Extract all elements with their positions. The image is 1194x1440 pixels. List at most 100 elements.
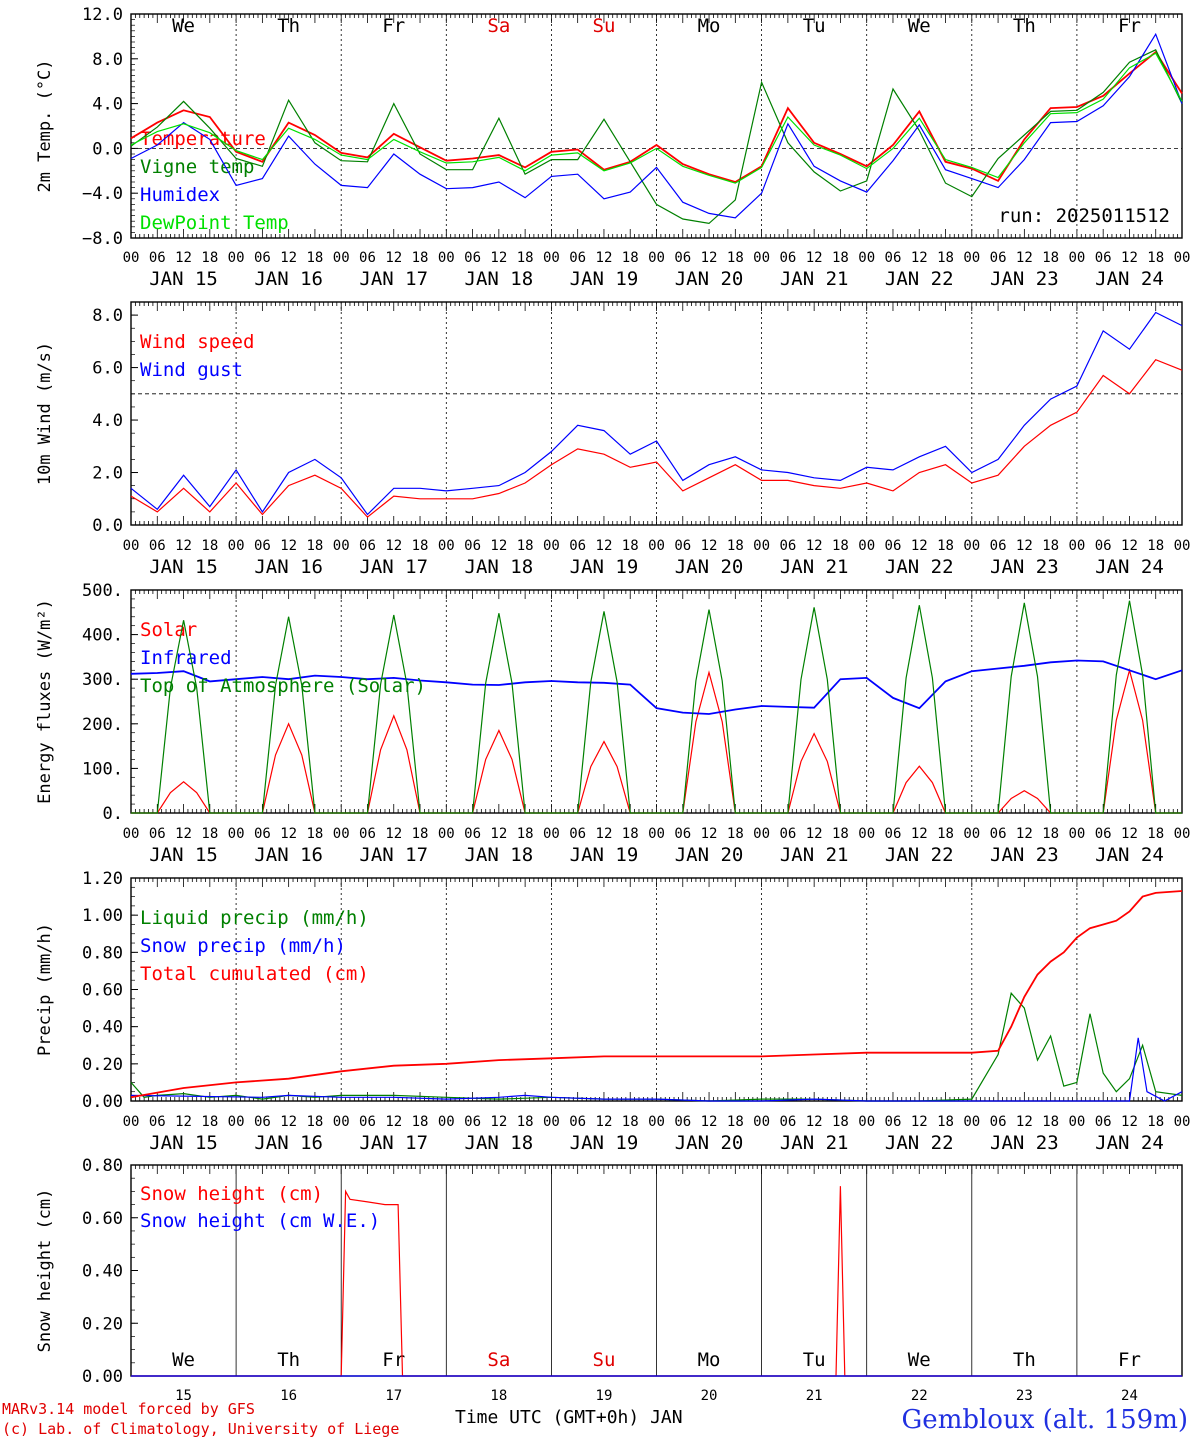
hour-tick-label: 12 (1121, 250, 1138, 266)
date-label: JAN 18 (465, 844, 534, 866)
hour-tick-label: 18 (201, 538, 218, 554)
date-label: 19 (596, 1388, 613, 1404)
hour-tick-label: 06 (885, 538, 902, 554)
hour-tick-label: 18 (306, 826, 323, 842)
day-name-label: Th (1013, 15, 1036, 37)
hour-tick-label: 18 (937, 826, 954, 842)
date-label: JAN 17 (359, 268, 428, 290)
hour-tick-label: 12 (911, 250, 928, 266)
y-tick-label: 0.00 (82, 1367, 123, 1387)
hour-tick-label: 06 (674, 538, 691, 554)
hour-tick-label: 00 (438, 250, 455, 266)
hour-tick-label: 12 (490, 1114, 507, 1130)
hour-tick-label: 12 (280, 1114, 297, 1130)
hour-tick-label: 06 (569, 250, 586, 266)
date-label: JAN 18 (465, 556, 534, 578)
y-tick-label: 0.0 (92, 516, 123, 536)
hour-tick-label: 06 (569, 826, 586, 842)
date-label: JAN 23 (990, 1132, 1059, 1154)
y-tick-label: 4.0 (92, 411, 123, 431)
hour-tick-label: 12 (385, 826, 402, 842)
date-label: JAN 21 (780, 844, 849, 866)
date-label: JAN 19 (570, 556, 639, 578)
hour-tick-label: 18 (517, 1114, 534, 1130)
hour-tick-label: 00 (858, 538, 875, 554)
hour-tick-label: 00 (543, 1114, 560, 1130)
hour-tick-label: 18 (727, 1114, 744, 1130)
hour-tick-label: 12 (596, 826, 613, 842)
series-line-dewpoint-temp (130, 52, 1183, 184)
day-name-label: Fr (382, 1349, 405, 1371)
date-label: JAN 15 (149, 844, 218, 866)
hour-tick-label: 18 (517, 826, 534, 842)
hour-tick-label: 06 (254, 1114, 271, 1130)
day-name-label: We (908, 1349, 931, 1371)
day-name-label: Th (1013, 1349, 1036, 1371)
hour-tick-label: 18 (306, 250, 323, 266)
date-label: JAN 20 (675, 1132, 744, 1154)
hour-tick-label: 06 (149, 538, 166, 554)
series-line-top-of-atmosphere-solar- (131, 600, 1182, 814)
hour-tick-label: 00 (648, 826, 665, 842)
date-label: JAN 17 (359, 556, 428, 578)
hour-tick-label: 18 (412, 538, 429, 554)
hour-tick-label: 12 (1016, 538, 1033, 554)
hour-tick-label: 00 (438, 1114, 455, 1130)
day-name-label: Sa (487, 1349, 510, 1371)
hour-tick-label: 12 (1121, 538, 1138, 554)
hour-tick-label: 12 (385, 538, 402, 554)
hour-tick-label: 18 (201, 826, 218, 842)
hour-tick-label: 00 (228, 1114, 245, 1130)
hour-tick-label: 06 (779, 250, 796, 266)
day-name-label: Mo (698, 1349, 721, 1371)
y-axis-label: Snow height (cm) (35, 1189, 55, 1353)
hour-tick-label: 00 (1174, 826, 1191, 842)
hour-tick-label: 00 (1174, 250, 1191, 266)
hour-tick-label: 00 (1174, 1114, 1191, 1130)
series-line-wind-gust (130, 311, 1183, 516)
date-label: JAN 22 (885, 844, 954, 866)
hour-tick-label: 06 (990, 250, 1007, 266)
hour-tick-label: 06 (569, 538, 586, 554)
legend-total-cumulated-cm-: Total cumulated (cm) (140, 963, 369, 985)
hour-tick-label: 18 (1147, 1114, 1164, 1130)
hour-tick-label: 12 (911, 1114, 928, 1130)
hour-tick-label: 00 (963, 538, 980, 554)
hour-tick-label: 12 (280, 826, 297, 842)
hour-tick-label: 00 (438, 826, 455, 842)
hour-tick-label: 18 (832, 250, 849, 266)
day-name-label: Tu (803, 1349, 826, 1371)
hour-tick-label: 00 (1068, 538, 1085, 554)
y-tick-label: 2.0 (92, 464, 123, 484)
hour-tick-label: 06 (674, 1114, 691, 1130)
hour-tick-label: 06 (464, 538, 481, 554)
hour-tick-label: 12 (280, 538, 297, 554)
date-label: JAN 21 (780, 268, 849, 290)
y-tick-label: −8.0 (82, 229, 123, 249)
date-label: 23 (1016, 1388, 1033, 1404)
day-name-label: We (172, 1349, 195, 1371)
hour-tick-label: 12 (911, 826, 928, 842)
date-label: 22 (911, 1388, 928, 1404)
hour-tick-label: 18 (517, 250, 534, 266)
hour-tick-label: 12 (806, 250, 823, 266)
hour-tick-label: 00 (648, 538, 665, 554)
hour-tick-label: 00 (648, 250, 665, 266)
date-label: JAN 15 (149, 556, 218, 578)
hour-tick-label: 18 (412, 826, 429, 842)
legend-liquid-precip-mm-h-: Liquid precip (mm/h) (140, 907, 369, 929)
series-line-temperature (130, 50, 1183, 183)
day-name-label: We (172, 15, 195, 37)
hour-tick-label: 00 (753, 1114, 770, 1130)
hour-tick-label: 12 (175, 538, 192, 554)
hour-tick-label: 18 (1042, 250, 1059, 266)
series-line-snow-precip-mm-h- (130, 1037, 1183, 1102)
date-label: JAN 24 (1095, 268, 1164, 290)
date-label: JAN 19 (570, 1132, 639, 1154)
legend-dewpoint-temp: DewPoint Temp (140, 212, 289, 234)
date-label: 18 (490, 1388, 507, 1404)
hour-tick-label: 12 (280, 250, 297, 266)
hour-tick-label: 12 (1016, 250, 1033, 266)
date-label: JAN 24 (1095, 556, 1164, 578)
